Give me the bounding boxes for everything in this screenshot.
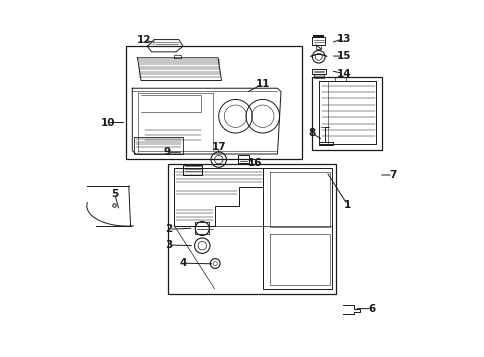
Text: 3: 3 (165, 240, 172, 250)
Text: 11: 11 (255, 79, 270, 89)
Text: 1: 1 (343, 200, 350, 210)
Bar (312, 77, 382, 150)
Text: 9: 9 (164, 147, 170, 157)
Text: 15: 15 (336, 51, 350, 61)
Text: 17: 17 (211, 142, 226, 152)
Text: 5: 5 (111, 189, 118, 199)
Bar (126, 46, 302, 159)
Text: 7: 7 (389, 170, 396, 180)
Text: 12: 12 (137, 35, 151, 45)
Text: 14: 14 (336, 69, 350, 79)
Text: 4: 4 (179, 258, 186, 268)
Text: 13: 13 (336, 34, 350, 44)
Bar (238, 155, 248, 164)
Text: 8: 8 (307, 128, 315, 138)
Text: 6: 6 (367, 304, 375, 314)
Text: 2: 2 (165, 224, 172, 234)
Text: 16: 16 (247, 158, 261, 168)
Bar (168, 164, 335, 294)
Text: 10: 10 (100, 117, 115, 127)
